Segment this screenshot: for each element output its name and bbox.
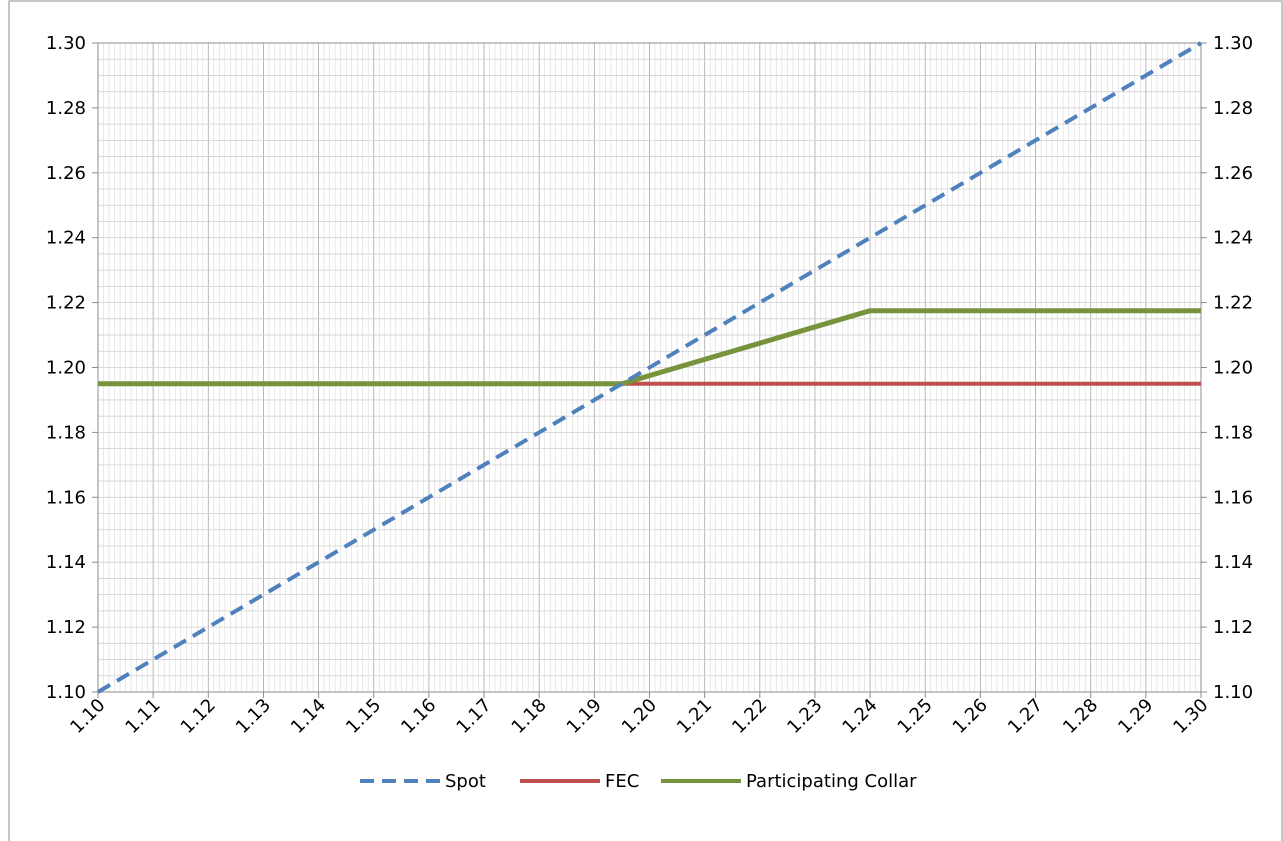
x-tick-label: 1.25: [894, 695, 937, 738]
x-tick-label: 1.12: [177, 695, 220, 738]
left-y-tick-label: 1.28: [46, 98, 86, 119]
left-y-tick-label: 1.18: [46, 422, 86, 443]
left-y-tick-label: 1.12: [46, 617, 86, 638]
left-y-tick-label: 1.14: [46, 552, 86, 573]
right-y-tick-label: 1.16: [1213, 487, 1253, 508]
x-tick-label: 1.30: [1169, 695, 1212, 738]
right-y-tick-label: 1.14: [1213, 552, 1253, 573]
chart-area-border: [8, 0, 1283, 841]
right-y-tick-label: 1.24: [1213, 228, 1253, 249]
x-tick-label: 1.21: [673, 695, 716, 738]
series-line-spot: [96, 41, 1203, 694]
x-tick-label: 1.28: [1059, 695, 1102, 738]
legend: Spot FEC Participating Collar: [360, 771, 917, 792]
x-tick-label: 1.14: [287, 695, 330, 738]
x-tick-label: 1.24: [838, 695, 881, 738]
x-tick-label: 1.17: [452, 695, 495, 738]
left-y-tick-label: 1.10: [46, 682, 86, 703]
series-line-participating-collar: [98, 308, 1201, 387]
right-y-tick-label: 1.22: [1213, 293, 1253, 314]
x-tick-label: 1.11: [121, 695, 164, 738]
right-y-axis: 1.10 1.12 1.14 1.16 1.18 1.20 1.22 1.24 1.26 1.28…: [1201, 33, 1253, 703]
right-y-tick-label: 1.30: [1213, 33, 1253, 54]
x-tick-label: 1.20: [618, 695, 661, 738]
right-y-tick-label: 1.26: [1213, 163, 1253, 184]
x-tick-label: 1.23: [783, 695, 826, 738]
left-y-axis: 1.10 1.12 1.14 1.16 1.18 1.20 1.22 1.24 1.26 1.28…: [46, 33, 98, 703]
x-tick-label: 1.27: [1004, 695, 1047, 738]
x-tick-label: 1.15: [342, 695, 385, 738]
gridlines: [97, 43, 1202, 692]
right-y-tick-label: 1.28: [1213, 98, 1253, 119]
left-y-tick-label: 1.20: [46, 358, 86, 379]
legend-label-fec: FEC: [605, 771, 639, 792]
series-lines: [96, 41, 1203, 694]
right-y-tick-label: 1.12: [1213, 617, 1253, 638]
x-tick-label: 1.29: [1114, 695, 1157, 738]
x-tick-label: 1.19: [563, 695, 606, 738]
left-y-tick-label: 1.24: [46, 228, 86, 249]
x-tick-label: 1.22: [728, 695, 771, 738]
right-y-tick-label: 1.18: [1213, 422, 1253, 443]
legend-label-participating-collar: Participating Collar: [746, 771, 917, 792]
x-tick-label: 1.18: [508, 695, 551, 738]
left-y-tick-label: 1.22: [46, 293, 86, 314]
x-tick-label: 1.13: [232, 695, 275, 738]
x-tick-label: 1.26: [949, 695, 992, 738]
right-y-tick-label: 1.10: [1213, 682, 1253, 703]
left-y-tick-label: 1.26: [46, 163, 86, 184]
left-y-tick-label: 1.16: [46, 487, 86, 508]
x-tick-label: 1.16: [397, 695, 440, 738]
legend-label-spot: Spot: [445, 771, 486, 792]
left-y-tick-label: 1.30: [46, 33, 86, 54]
x-axis: 1.10 1.11 1.12 1.13 1.14 1.15 1.16 1.17 1.18 1.19…: [66, 692, 1213, 738]
right-y-tick-label: 1.20: [1213, 358, 1253, 379]
